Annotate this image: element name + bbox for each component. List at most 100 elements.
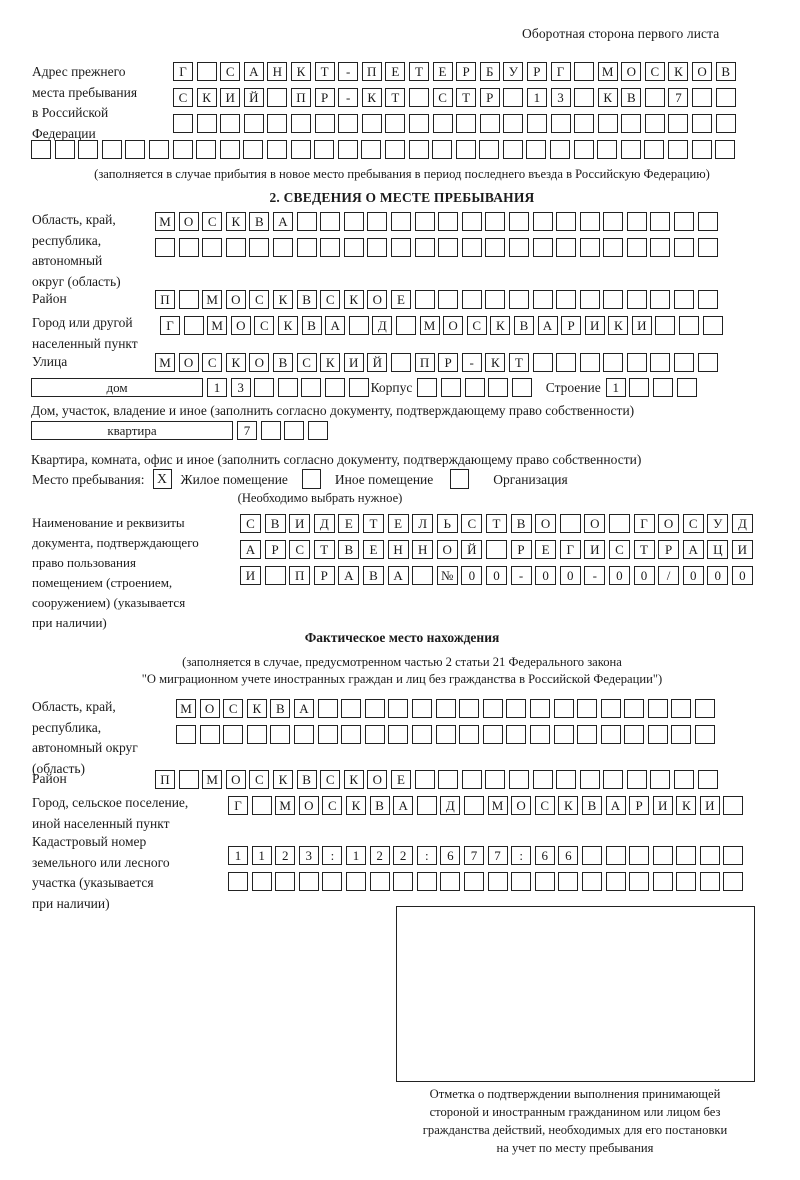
grid-cell[interactable]: Т bbox=[314, 62, 335, 81]
grid-cell[interactable]: Т bbox=[456, 88, 477, 107]
grid-cell[interactable] bbox=[369, 872, 390, 891]
grid-cell[interactable]: Т bbox=[385, 88, 406, 107]
grid-cell[interactable] bbox=[461, 770, 482, 789]
grid-cell[interactable] bbox=[608, 514, 630, 533]
grid-cell[interactable] bbox=[644, 88, 665, 107]
grid-cell[interactable]: Т bbox=[362, 514, 384, 533]
grid-cell[interactable]: Д bbox=[313, 514, 335, 533]
grid-cell[interactable]: Т bbox=[485, 514, 507, 533]
grid-cell[interactable]: И bbox=[652, 796, 673, 815]
grid-cell[interactable] bbox=[671, 699, 692, 718]
grid-cell[interactable] bbox=[556, 238, 577, 257]
grid-cell[interactable] bbox=[621, 114, 642, 133]
grid-cell[interactable] bbox=[219, 140, 240, 159]
grid-cell[interactable]: 0 bbox=[461, 566, 483, 585]
grid-cell[interactable] bbox=[196, 114, 217, 133]
grid-cell[interactable]: К bbox=[343, 290, 364, 309]
grid-cell[interactable]: О bbox=[367, 770, 388, 789]
grid-cell[interactable] bbox=[155, 238, 175, 257]
grid-cell[interactable]: 0 bbox=[559, 566, 581, 585]
grid-cell[interactable]: П bbox=[155, 770, 175, 789]
grid-cell[interactable] bbox=[650, 770, 671, 789]
grid-cell[interactable] bbox=[674, 770, 695, 789]
grid-cell[interactable] bbox=[626, 353, 647, 372]
grid-cell[interactable] bbox=[385, 114, 406, 133]
grid-cell[interactable]: К bbox=[608, 316, 629, 335]
grid-cell[interactable] bbox=[715, 140, 736, 159]
grid-cell[interactable]: А bbox=[293, 699, 314, 718]
grid-cell[interactable]: В bbox=[581, 796, 602, 815]
grid-cell[interactable]: И bbox=[289, 514, 311, 533]
grid-cell[interactable] bbox=[284, 421, 305, 440]
grid-cell[interactable] bbox=[414, 212, 435, 231]
grid-cell[interactable] bbox=[702, 316, 723, 335]
grid-cell[interactable]: Е bbox=[390, 290, 411, 309]
grid-cell[interactable] bbox=[348, 378, 369, 397]
grid-cell[interactable] bbox=[485, 540, 507, 559]
grid-cell[interactable]: В bbox=[715, 62, 736, 81]
grid-cell[interactable] bbox=[183, 316, 204, 335]
grid-cell[interactable] bbox=[558, 872, 579, 891]
grid-cell[interactable]: О bbox=[249, 353, 270, 372]
grid-cell[interactable]: М bbox=[487, 796, 508, 815]
grid-cell[interactable]: К bbox=[225, 353, 246, 372]
grid-cell[interactable] bbox=[603, 238, 624, 257]
grid-cell[interactable] bbox=[414, 770, 435, 789]
grid-cell[interactable]: Р bbox=[456, 62, 477, 81]
grid-cell[interactable]: В bbox=[338, 540, 360, 559]
grid-cell[interactable] bbox=[249, 238, 270, 257]
grid-cell[interactable] bbox=[511, 378, 532, 397]
grid-cell[interactable] bbox=[644, 114, 665, 133]
grid-cell[interactable] bbox=[270, 725, 291, 744]
grid-cell[interactable] bbox=[266, 140, 287, 159]
grid-cell[interactable] bbox=[697, 770, 718, 789]
grid-cell[interactable] bbox=[488, 378, 509, 397]
grid-cell[interactable]: М bbox=[202, 770, 223, 789]
grid-cell[interactable]: У bbox=[503, 62, 524, 81]
grid-cell[interactable]: К bbox=[676, 796, 697, 815]
grid-cell[interactable]: К bbox=[196, 88, 217, 107]
grid-cell[interactable] bbox=[723, 846, 744, 865]
section3-region-row-2[interactable] bbox=[176, 725, 716, 744]
grid-cell[interactable] bbox=[463, 796, 484, 815]
grid-cell[interactable]: О bbox=[178, 212, 199, 231]
grid-cell[interactable] bbox=[697, 290, 718, 309]
grid-cell[interactable]: № bbox=[436, 566, 458, 585]
grid-cell[interactable] bbox=[600, 699, 621, 718]
grid-cell[interactable] bbox=[605, 846, 626, 865]
grid-cell[interactable] bbox=[715, 114, 736, 133]
grid-cell[interactable]: С bbox=[682, 514, 704, 533]
grid-cell[interactable] bbox=[307, 421, 328, 440]
grid-cell[interactable] bbox=[674, 238, 695, 257]
grid-cell[interactable]: М bbox=[597, 62, 618, 81]
grid-cell[interactable] bbox=[173, 114, 193, 133]
grid-cell[interactable]: О bbox=[443, 316, 464, 335]
grid-cell[interactable] bbox=[526, 114, 547, 133]
grid-cell[interactable] bbox=[605, 872, 626, 891]
grid-cell[interactable]: К bbox=[290, 62, 311, 81]
grid-cell[interactable] bbox=[411, 725, 432, 744]
grid-cell[interactable] bbox=[414, 238, 435, 257]
grid-cell[interactable]: 0 bbox=[608, 566, 630, 585]
grid-cell[interactable] bbox=[228, 872, 248, 891]
grid-cell[interactable]: С bbox=[220, 62, 241, 81]
grid-cell[interactable]: С bbox=[223, 699, 244, 718]
grid-cell[interactable]: С bbox=[432, 88, 453, 107]
grid-cell[interactable] bbox=[464, 378, 485, 397]
grid-cell[interactable] bbox=[556, 290, 577, 309]
grid-cell[interactable]: М bbox=[155, 212, 175, 231]
grid-cell[interactable] bbox=[697, 353, 718, 372]
grid-cell[interactable]: О bbox=[230, 316, 251, 335]
grid-cell[interactable] bbox=[388, 725, 409, 744]
grid-cell[interactable] bbox=[438, 212, 459, 231]
grid-cell[interactable]: Р bbox=[314, 88, 335, 107]
grid-cell[interactable]: Е bbox=[432, 62, 453, 81]
grid-cell[interactable] bbox=[485, 238, 506, 257]
grid-cell[interactable] bbox=[574, 88, 595, 107]
grid-cell[interactable]: : bbox=[416, 846, 437, 865]
grid-cell[interactable] bbox=[674, 212, 695, 231]
grid-cell[interactable]: С bbox=[202, 212, 223, 231]
grid-cell[interactable]: Ц bbox=[707, 540, 729, 559]
grid-cell[interactable]: К bbox=[272, 770, 293, 789]
